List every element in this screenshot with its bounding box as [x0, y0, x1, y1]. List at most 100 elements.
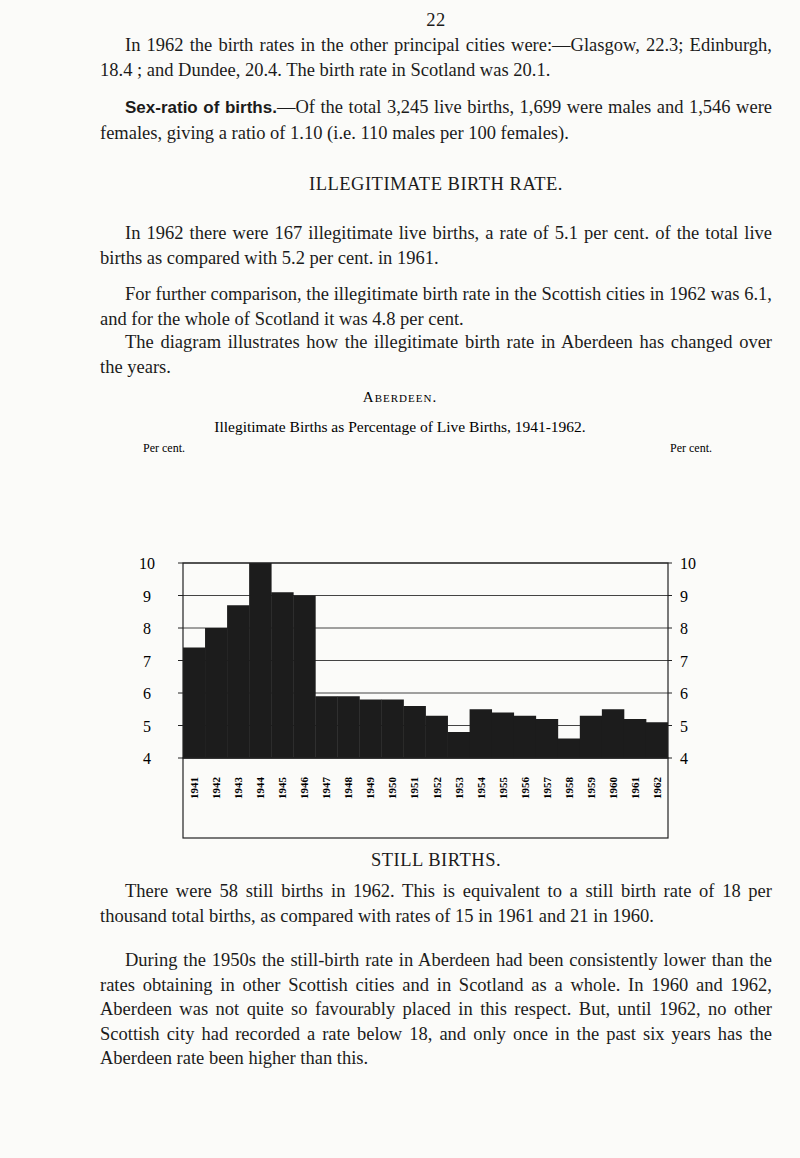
bar [602, 709, 624, 758]
x-tick-label: 1952 [431, 777, 443, 800]
y-tick-label: 10 [139, 555, 155, 572]
paragraph-text: The diagram illustrates how the illegiti… [100, 332, 772, 377]
x-tick-label: 1962 [651, 777, 663, 800]
y-tick-label: 9 [143, 588, 151, 605]
x-tick-label: 1960 [607, 777, 619, 800]
page-number-text: 22 [426, 10, 446, 30]
x-tick-label: 1943 [232, 777, 244, 800]
page-number: 22 [100, 8, 772, 33]
x-tick-label: 1945 [276, 777, 288, 800]
y2-tick [668, 660, 672, 661]
page: 22 In 1962 the birth rates in the other p… [0, 0, 800, 1158]
y-tick-label: 6 [143, 685, 151, 702]
bar [514, 716, 536, 758]
plot-frame [183, 563, 668, 758]
y-tick-label: 4 [143, 750, 151, 767]
heading-text: STILL BIRTHS. [371, 850, 501, 870]
x-tick-label: 1959 [585, 777, 597, 800]
x-tick-label: 1955 [497, 777, 509, 800]
paragraph: There were 58 still births in 1962. This… [100, 879, 772, 928]
paragraph: During the 1950s the still-birth rate in… [100, 948, 772, 1071]
y-tick-label: 5 [143, 718, 151, 735]
y2-tick-label: 10 [680, 555, 696, 572]
x-tick-label: 1941 [188, 777, 200, 799]
bar [470, 709, 492, 758]
x-tick-label: 1961 [629, 777, 641, 799]
chart-heading: Aberdeen. [363, 390, 437, 405]
chart-title: Illegitimate Births as Percentage of Liv… [214, 418, 586, 435]
y2-tick [668, 595, 672, 596]
bar [536, 719, 558, 758]
x-tick-label: 1948 [342, 777, 354, 800]
heading-text: ILLEGITIMATE BIRTH RATE. [309, 174, 563, 194]
chart: Aberdeen. Illegitimate Births as Percenta… [0, 390, 800, 840]
y2-tick [668, 563, 672, 564]
bar [580, 716, 602, 758]
paragraph-text: During the 1950s the still-birth rate in… [100, 950, 772, 1068]
y-tick [178, 628, 183, 629]
x-tick-label: 1949 [364, 777, 376, 800]
x-tick-label: 1951 [408, 777, 420, 799]
x-tick-label: 1954 [475, 777, 487, 800]
x-tick-label: 1947 [320, 777, 332, 800]
bars [183, 563, 668, 758]
y-tick [178, 693, 183, 694]
bar [403, 706, 425, 758]
paragraph-text: In 1962 there were 167 illegitimate live… [100, 223, 772, 268]
y-tick [178, 595, 183, 596]
x-tick-label: 1944 [254, 777, 266, 800]
bar [624, 719, 646, 758]
y2-tick [668, 628, 672, 629]
bar [293, 596, 315, 759]
bar [558, 739, 580, 759]
y2-axis-label: Per cent. [670, 441, 712, 455]
bar [183, 648, 205, 759]
paragraph: In 1962 the birth rates in the other pri… [100, 33, 772, 82]
y-tick [178, 758, 183, 759]
y2-tick [668, 693, 672, 694]
y-tick-label: 8 [143, 620, 151, 637]
x-tick-label: 1957 [541, 777, 553, 800]
bar [205, 628, 227, 758]
paragraph: Sex-ratio of births.—Of the total 3,245 … [100, 95, 772, 145]
bar [337, 696, 359, 758]
bar [492, 713, 514, 759]
x-tick-label: 1958 [563, 777, 575, 800]
y2-tick-label: 7 [680, 653, 688, 670]
paragraph: The diagram illustrates how the illegiti… [100, 330, 772, 379]
x-tick-label: 1950 [386, 777, 398, 800]
paragraph-text: In 1962 the birth rates in the other pri… [100, 35, 772, 80]
paragraph: For further comparison, the illegitimate… [100, 282, 772, 331]
y-tick [178, 660, 183, 661]
y2-tick-label: 5 [680, 718, 688, 735]
bar [249, 563, 271, 758]
lead-in: Sex-ratio of births. [125, 98, 277, 117]
y2-tick-label: 6 [680, 685, 688, 702]
bar [271, 592, 293, 758]
bar [448, 732, 470, 758]
y-tick [178, 563, 183, 564]
y-axis-label: Per cent. [143, 441, 185, 455]
y2-tick [668, 725, 672, 726]
y2-tick-label: 9 [680, 588, 688, 605]
label-box [183, 758, 668, 838]
heading: ILLEGITIMATE BIRTH RATE. [100, 172, 772, 197]
bar [381, 700, 403, 759]
y2-tick [668, 758, 672, 759]
y2-tick-label: 8 [680, 620, 688, 637]
heading: STILL BIRTHS. [100, 848, 772, 873]
y2-tick-label: 4 [680, 750, 688, 767]
bar [359, 700, 381, 759]
paragraph-text: For further comparison, the illegitimate… [100, 284, 772, 329]
y-tick-label: 7 [143, 653, 151, 670]
x-tick-label: 1953 [453, 777, 465, 800]
x-tick-label: 1956 [519, 777, 531, 800]
x-tick-label: 1946 [298, 777, 310, 800]
bar [646, 722, 668, 758]
paragraph: In 1962 there were 167 illegitimate live… [100, 221, 772, 270]
y-tick [178, 725, 183, 726]
paragraph-text: There were 58 still births in 1962. This… [100, 881, 772, 926]
bar [426, 716, 448, 758]
bar [227, 605, 249, 758]
bar [315, 696, 337, 758]
